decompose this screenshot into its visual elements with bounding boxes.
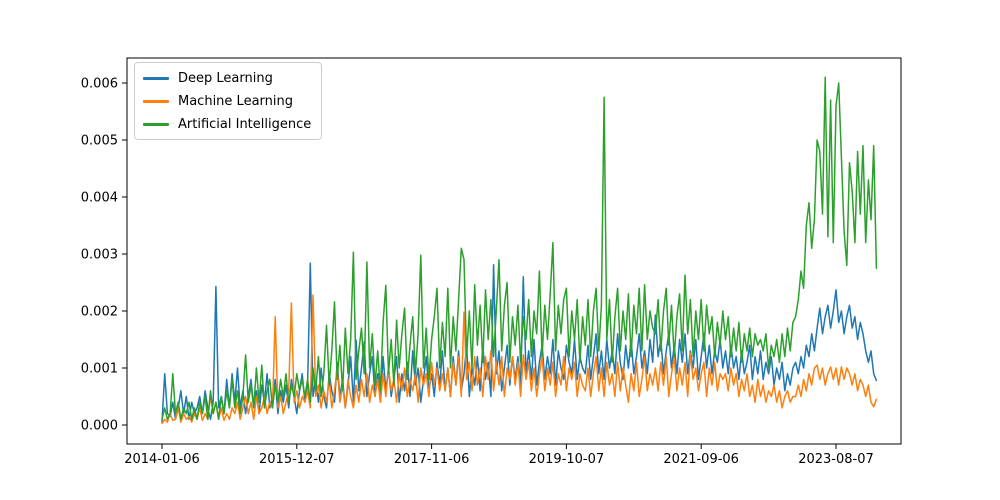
y-tick-label: 0.005 [81, 134, 118, 149]
legend-item-deep-learning: Deep Learning [143, 69, 311, 87]
y-axis-ticks: 0.000 0.001 0.002 0.003 0.004 0.005 0.006 [81, 77, 127, 434]
x-tick-label: 2021-09-06 [663, 452, 739, 467]
x-tick-label: 2019-10-07 [529, 452, 605, 467]
legend: Deep Learning Machine Learning Artificia… [134, 62, 323, 140]
y-tick-label: 0.001 [81, 362, 118, 377]
legend-swatch-artificial-intelligence [143, 122, 169, 126]
series-lines [161, 76, 878, 425]
series-line-machine-learning [161, 294, 878, 425]
y-tick-label: 0.003 [81, 248, 118, 263]
y-tick-label: 0.006 [81, 77, 118, 92]
x-tick-label: 2014-01-06 [124, 452, 200, 467]
legend-swatch-machine-learning [143, 99, 169, 103]
y-tick-label: 0.004 [81, 191, 118, 206]
legend-label-artificial-intelligence: Artificial Intelligence [178, 116, 312, 132]
x-tick-label: 2015-12-07 [259, 452, 335, 467]
y-tick-label: 0.002 [81, 305, 118, 320]
x-tick-label: 2023-08-07 [798, 452, 874, 467]
legend-item-machine-learning: Machine Learning [143, 92, 311, 110]
x-tick-label: 2017-11-06 [394, 452, 470, 467]
legend-label-deep-learning: Deep Learning [178, 70, 273, 86]
legend-item-artificial-intelligence: Artificial Intelligence [143, 115, 311, 133]
legend-label-machine-learning: Machine Learning [178, 93, 293, 109]
plot-area-border [126, 57, 902, 445]
y-tick-label: 0.000 [81, 419, 118, 434]
series-line-artificial-intelligence [161, 76, 878, 421]
x-axis-ticks: 2014-01-06 2015-12-07 2017-11-06 2019-10-07… [124, 444, 874, 467]
legend-swatch-deep-learning [143, 76, 169, 80]
